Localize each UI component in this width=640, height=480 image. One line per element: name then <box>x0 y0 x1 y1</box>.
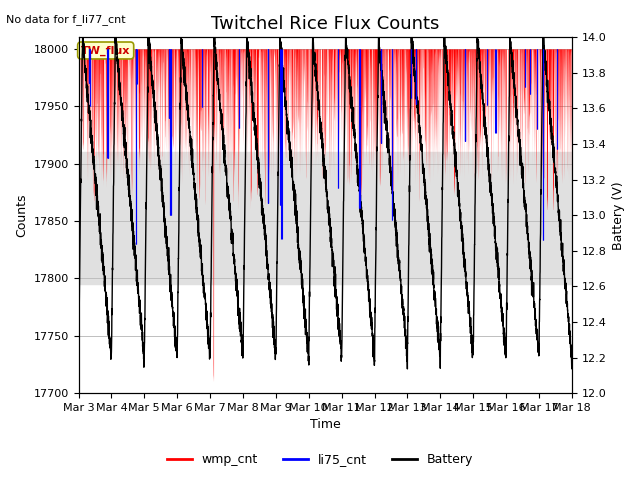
Y-axis label: Counts: Counts <box>15 193 28 237</box>
Y-axis label: Battery (V): Battery (V) <box>612 181 625 250</box>
Bar <box>79 152 572 284</box>
X-axis label: Time: Time <box>310 419 340 432</box>
Title: Twitchel Rice Flux Counts: Twitchel Rice Flux Counts <box>211 15 440 33</box>
Legend: wmp_cnt, li75_cnt, Battery: wmp_cnt, li75_cnt, Battery <box>162 448 478 471</box>
Text: TW_flux: TW_flux <box>81 45 131 56</box>
Text: No data for f_li77_cnt: No data for f_li77_cnt <box>6 14 126 25</box>
